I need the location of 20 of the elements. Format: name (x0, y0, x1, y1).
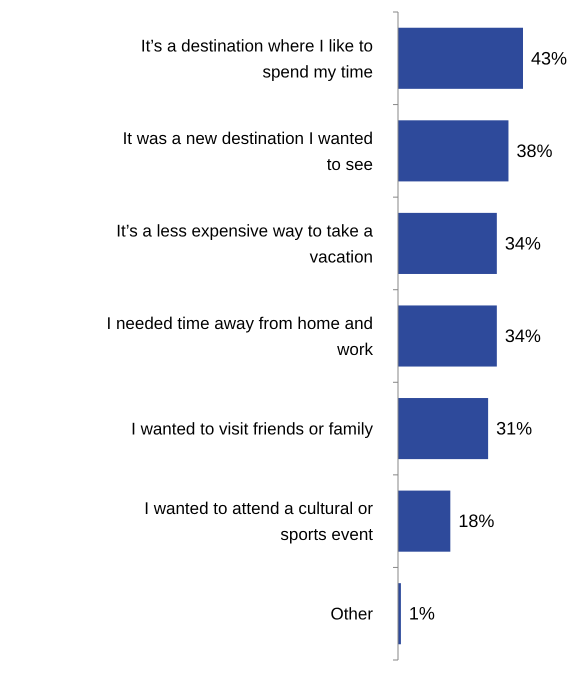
data-label: 38% (516, 140, 552, 161)
data-label: 31% (496, 418, 532, 439)
bar (398, 212, 497, 274)
y-tick-label: Other (330, 604, 374, 624)
data-label: 34% (504, 233, 541, 254)
bar (398, 28, 523, 89)
y-tick-label: It’s a destination where I like to spend my time (140, 36, 373, 81)
bar (398, 120, 508, 182)
y-tick-label: It’s a less expensive way to take a vacation (116, 220, 374, 266)
y-tick-label: I wanted to attend a cultural or sports event (144, 498, 374, 544)
y-tick-label: It was a new destination I wanted to see (122, 128, 373, 174)
data-label: 1% (408, 604, 435, 624)
data-label: 43% (531, 48, 568, 68)
bar (398, 398, 488, 460)
data-label: 18% (458, 511, 494, 532)
y-tick-label: I wanted to visit friends or family (131, 419, 374, 438)
y-tick-label: I needed time away from home and work (106, 314, 374, 358)
bar (398, 490, 450, 552)
bar (398, 305, 497, 367)
data-label: 34% (504, 326, 541, 346)
